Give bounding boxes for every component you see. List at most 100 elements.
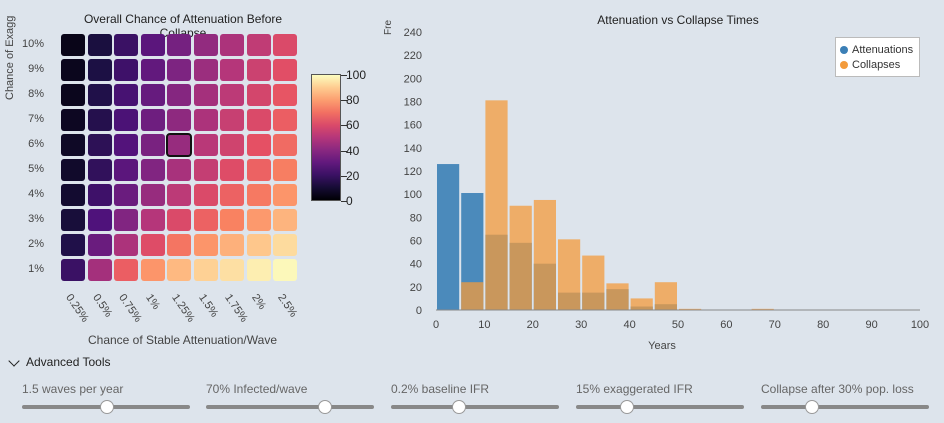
- heatmap-cell[interactable]: [167, 184, 191, 206]
- heatmap-cell[interactable]: [114, 259, 138, 281]
- heatmap-cell[interactable]: [114, 109, 138, 131]
- heatmap-cell[interactable]: [87, 234, 112, 256]
- heatmap-cell[interactable]: [193, 59, 218, 81]
- heatmap-cell[interactable]: [140, 209, 165, 231]
- heatmap-cell[interactable]: [167, 34, 191, 56]
- heatmap-cell[interactable]: [273, 134, 297, 156]
- heatmap-cell[interactable]: [273, 259, 297, 281]
- heatmap-cell[interactable]: [61, 134, 85, 156]
- heatmap-cell[interactable]: [114, 59, 138, 81]
- heatmap-cell[interactable]: [114, 84, 138, 106]
- heatmap-cell[interactable]: [166, 133, 192, 157]
- heatmap-cell[interactable]: [167, 209, 191, 231]
- heatmap-cell[interactable]: [273, 109, 297, 131]
- heatmap-cell[interactable]: [114, 234, 138, 256]
- heatmap-cell[interactable]: [61, 184, 85, 206]
- slider-track[interactable]: [761, 405, 929, 409]
- heatmap-cell[interactable]: [114, 159, 138, 181]
- heatmap-cell[interactable]: [193, 234, 218, 256]
- heatmap-cell[interactable]: [87, 209, 112, 231]
- heatmap-cell[interactable]: [61, 159, 85, 181]
- heatmap-cell[interactable]: [193, 34, 218, 56]
- heatmap-cell[interactable]: [140, 84, 165, 106]
- heatmap-cell[interactable]: [140, 159, 165, 181]
- heatmap-cell[interactable]: [273, 34, 297, 56]
- heatmap-cell[interactable]: [193, 184, 218, 206]
- heatmap-cell[interactable]: [167, 59, 191, 81]
- heatmap-cell[interactable]: [273, 234, 297, 256]
- heatmap-cell[interactable]: [61, 109, 85, 131]
- heatmap-cell[interactable]: [87, 109, 112, 131]
- heatmap-cell[interactable]: [87, 84, 112, 106]
- heatmap-cell[interactable]: [167, 109, 191, 131]
- heatmap-cell[interactable]: [193, 209, 218, 231]
- heatmap-cell[interactable]: [220, 184, 244, 206]
- slider-waves-per-year[interactable]: 1.5 waves per year: [22, 382, 190, 422]
- heatmap-cell[interactable]: [220, 234, 244, 256]
- heatmap-cell[interactable]: [273, 209, 297, 231]
- heatmap-cell[interactable]: [273, 184, 297, 206]
- slider-thumb[interactable]: [317, 400, 332, 414]
- heatmap-cell[interactable]: [273, 84, 297, 106]
- heatmap-cell[interactable]: [140, 59, 165, 81]
- heatmap-cell[interactable]: [114, 134, 138, 156]
- heatmap-cell[interactable]: [61, 234, 85, 256]
- heatmap-cell[interactable]: [246, 34, 271, 56]
- slider-exaggerated-ifr[interactable]: 15% exaggerated IFR: [576, 382, 744, 422]
- heatmap-cell[interactable]: [140, 259, 165, 281]
- heatmap-cell[interactable]: [167, 159, 191, 181]
- heatmap-cell[interactable]: [246, 134, 271, 156]
- heatmap-cell[interactable]: [61, 259, 85, 281]
- heatmap-cell[interactable]: [87, 259, 112, 281]
- heatmap-cell[interactable]: [246, 59, 271, 81]
- heatmap-cell[interactable]: [140, 234, 165, 256]
- heatmap-cell[interactable]: [246, 109, 271, 131]
- heatmap-cell[interactable]: [167, 259, 191, 281]
- heatmap-cell[interactable]: [87, 184, 112, 206]
- slider-track[interactable]: [576, 405, 744, 409]
- heatmap-cell[interactable]: [193, 259, 218, 281]
- heatmap-cell[interactable]: [140, 184, 165, 206]
- heatmap-cell[interactable]: [220, 159, 244, 181]
- slider-track[interactable]: [206, 405, 374, 409]
- heatmap-cell[interactable]: [193, 159, 218, 181]
- slider-thumb[interactable]: [805, 400, 820, 414]
- heatmap-cell[interactable]: [87, 34, 112, 56]
- heatmap-cell[interactable]: [193, 134, 218, 156]
- advanced-tools-toggle[interactable]: Advanced Tools: [8, 354, 111, 369]
- heatmap-cell[interactable]: [273, 159, 297, 181]
- heatmap-cell[interactable]: [193, 109, 218, 131]
- heatmap-cell[interactable]: [140, 34, 165, 56]
- slider-thumb[interactable]: [100, 400, 114, 414]
- slider-track[interactable]: [391, 405, 559, 409]
- heatmap-cell[interactable]: [220, 259, 244, 281]
- heatmap-cell[interactable]: [193, 84, 218, 106]
- heatmap-cell[interactable]: [61, 209, 85, 231]
- heatmap-cell[interactable]: [220, 109, 244, 131]
- heatmap-cell[interactable]: [220, 59, 244, 81]
- heatmap-cell[interactable]: [167, 84, 191, 106]
- heatmap-cell[interactable]: [246, 184, 271, 206]
- heatmap-cell[interactable]: [246, 259, 271, 281]
- heatmap-cell[interactable]: [140, 134, 165, 156]
- heatmap-cell[interactable]: [114, 209, 138, 231]
- heatmap-cell[interactable]: [220, 209, 244, 231]
- heatmap-cell[interactable]: [87, 134, 112, 156]
- heatmap-cell[interactable]: [114, 34, 138, 56]
- slider-baseline-ifr[interactable]: 0.2% baseline IFR: [391, 382, 559, 422]
- heatmap-cell[interactable]: [246, 84, 271, 106]
- heatmap-cell[interactable]: [167, 234, 191, 256]
- heatmap-cell[interactable]: [61, 34, 85, 56]
- heatmap-cell[interactable]: [140, 109, 165, 131]
- heatmap-cell[interactable]: [61, 59, 85, 81]
- heatmap-cell[interactable]: [220, 134, 244, 156]
- slider-infected-per-wave[interactable]: 70% Infected/wave: [206, 382, 374, 422]
- slider-thumb[interactable]: [452, 400, 467, 414]
- heatmap-cell[interactable]: [246, 234, 271, 256]
- heatmap-cell[interactable]: [220, 34, 244, 56]
- slider-thumb[interactable]: [620, 400, 635, 414]
- heatmap-cell[interactable]: [273, 59, 297, 81]
- heatmap-cell[interactable]: [246, 159, 271, 181]
- heatmap-cell[interactable]: [220, 84, 244, 106]
- heatmap-cell[interactable]: [246, 209, 271, 231]
